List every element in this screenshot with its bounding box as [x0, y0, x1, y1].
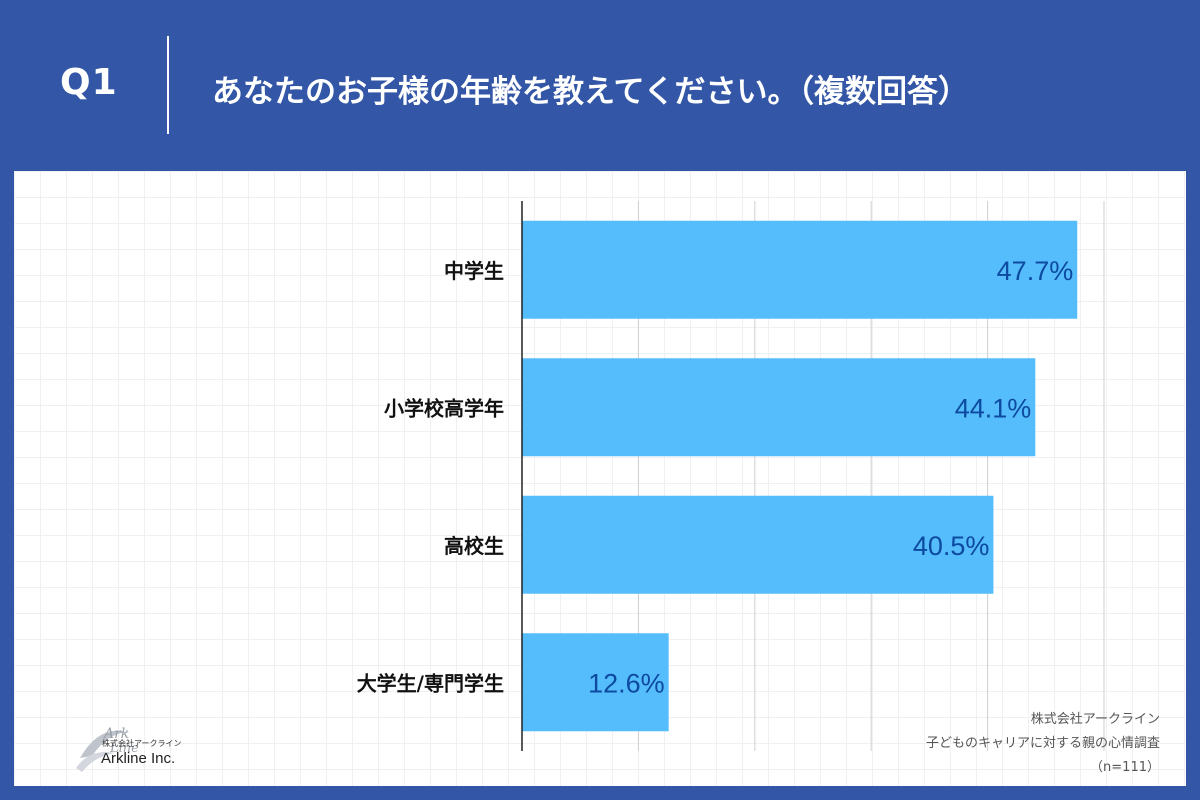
- chart-panel: 中学生 47.7% 小学校高学年 44.1% 高校生 40.5% 大学生/専門学生 12.6%…: [14, 171, 1186, 786]
- logo-company-small: 株式会社アークライン: [102, 739, 182, 748]
- bar-chart: 中学生 47.7% 小学校高学年 44.1% 高校生 40.5% 大学生/専門学生 12.6%: [357, 201, 1105, 751]
- svg-text:Ark: Ark: [102, 726, 129, 742]
- value-label: 44.1%: [955, 393, 1032, 423]
- value-label: 40.5%: [913, 531, 990, 561]
- arkline-logo-icon: Ark Line: [76, 726, 139, 772]
- header: Q1 あなたのお子様の年齢を教えてください。（複数回答）: [0, 0, 1200, 170]
- source-survey: 子どものキャリアに対する親の心情調査: [925, 736, 1160, 751]
- bar: [522, 633, 669, 732]
- source-note: 株式会社アークライン 子どものキャリアに対する親の心情調査 （n=111）: [926, 708, 1160, 780]
- question-title: あなたのお子様の年齢を教えてください。（複数回答）: [212, 74, 970, 110]
- source-sample-size: （n=111）: [1090, 760, 1160, 775]
- header-divider: [167, 36, 169, 134]
- value-label: 47.7%: [997, 256, 1074, 286]
- bar: [522, 495, 994, 594]
- value-label: 12.6%: [588, 668, 665, 698]
- question-number: Q1: [60, 62, 118, 103]
- category-label: 高校生: [444, 534, 504, 558]
- svg-text:Line: Line: [109, 741, 139, 756]
- bar: [522, 358, 1036, 457]
- category-label: 大学生/専門学生: [357, 671, 504, 695]
- category-label: 小学校高学年: [384, 396, 504, 420]
- source-company: 株式会社アークライン: [1030, 712, 1160, 727]
- category-label: 中学生: [444, 259, 504, 283]
- bar: [522, 220, 1078, 319]
- logo-company-name: Arkline Inc.: [101, 750, 176, 767]
